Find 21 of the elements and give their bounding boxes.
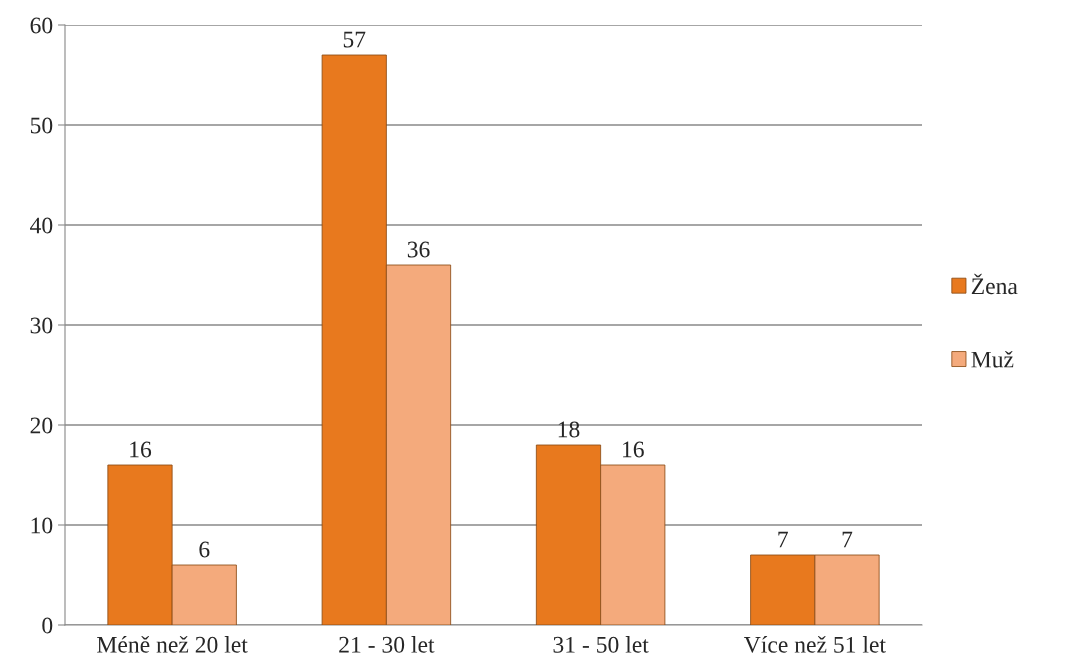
data-label: 16: [130, 441, 152, 458]
x-tick-label: Méně než 20 let: [97, 636, 248, 653]
y-tick-label: 50: [30, 117, 53, 134]
y-tick-label: 20: [30, 417, 53, 434]
data-label: 57: [343, 31, 366, 48]
legend-label: Žena: [971, 273, 1018, 295]
x-tick-label: 21 - 30 let: [339, 636, 435, 653]
y-tick-label: 40: [30, 217, 53, 234]
data-label: 6: [199, 541, 210, 558]
y-tick-label: 30: [30, 317, 53, 334]
y-tick-label: 10: [31, 517, 53, 534]
y-tick-label: 0: [42, 617, 53, 634]
data-label: 36: [407, 241, 430, 258]
data-label: 7: [778, 531, 788, 548]
data-label: 18: [558, 421, 580, 438]
data-label: 7: [842, 531, 853, 548]
legend-label: Muž: [971, 350, 1014, 368]
y-tick-label: 60: [30, 17, 53, 34]
x-tick-label: Více než 51 let: [744, 636, 886, 653]
data-label: 16: [623, 441, 644, 458]
x-tick-label: 31 - 50 let: [553, 636, 649, 653]
